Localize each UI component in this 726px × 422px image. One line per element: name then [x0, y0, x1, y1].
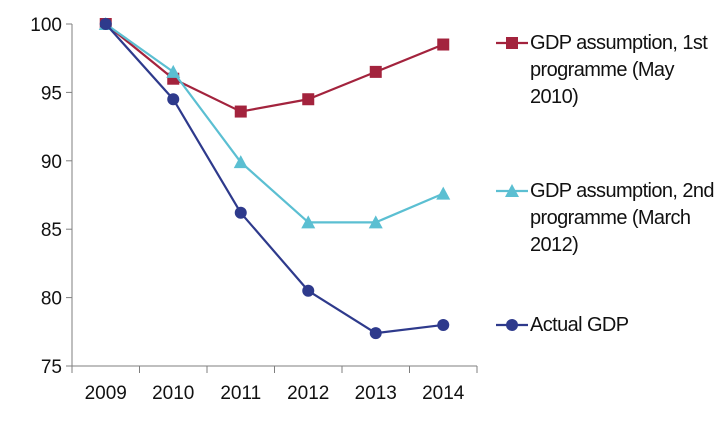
data-point: [99, 18, 112, 30]
data-point: [302, 284, 315, 297]
tick-labels: 75 80 85 90 95 100 2009 2010 2011 2012 2013 2014: [30, 15, 465, 404]
series-line: [105, 23, 444, 224]
series-3: [99, 18, 450, 340]
series-1: [99, 18, 450, 118]
data-point: [369, 327, 382, 340]
legend-point: [506, 37, 518, 49]
data-point: [302, 93, 315, 106]
legend-label-series-3: Actual GDP: [530, 314, 629, 336]
data-point: [234, 206, 247, 219]
data-point: [437, 318, 450, 331]
legend-label-series-1: GDP assumption, 1st programme (May 2010): [530, 32, 708, 108]
axes: [66, 23, 478, 373]
legend-marker-series-3: [496, 319, 528, 331]
x-tick-label: 2010: [152, 383, 194, 404]
legend-point: [505, 184, 519, 197]
x-tick-label: 2013: [355, 383, 397, 404]
data-point: [233, 155, 248, 169]
series-line: [104, 23, 444, 335]
y-tick-label: 90: [41, 152, 62, 173]
data-point: [166, 64, 181, 78]
y-tick-label: 85: [41, 220, 62, 241]
series-layer: [98, 17, 451, 340]
x-tick-label: 2009: [85, 383, 127, 404]
data-point: [301, 215, 316, 229]
data-point: [436, 186, 451, 200]
data-point: [369, 65, 382, 78]
legend-marker-series-2: [496, 184, 528, 197]
y-tick-label: 75: [41, 357, 62, 378]
x-tick-label: 2011: [220, 383, 261, 404]
data-point: [167, 93, 180, 106]
data-point: [437, 38, 450, 51]
series-2: [98, 17, 451, 229]
data-point: [368, 215, 383, 229]
data-point: [234, 105, 247, 118]
legend-point: [506, 319, 518, 331]
series-line: [105, 23, 444, 113]
legend-marker-series-1: [496, 37, 528, 49]
y-tick-label: 80: [41, 289, 62, 310]
y-tick-label: 95: [41, 83, 62, 104]
x-tick-label: 2012: [287, 383, 329, 404]
x-tick-label: 2014: [422, 383, 465, 404]
legend-label-series-2: GDP assumption, 2nd programme (March 201…: [530, 180, 715, 256]
y-tick-label: 100: [30, 15, 62, 36]
